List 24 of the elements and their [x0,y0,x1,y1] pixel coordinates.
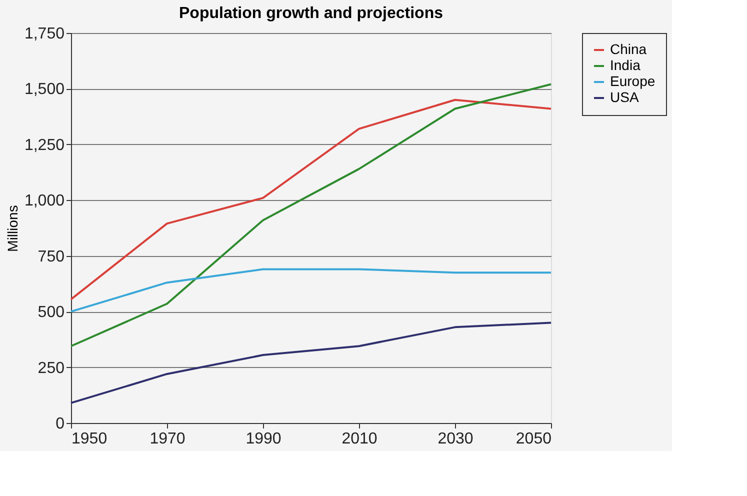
line-series [70,268,552,313]
y-tick-label: 500 [38,304,65,322]
x-tick-label: 1950 [72,430,108,448]
x-tick-label: 1990 [246,430,282,448]
line-series [70,322,552,404]
y-tick-label: 250 [38,360,65,377]
legend-label: Europe [610,73,656,89]
line-series [70,83,552,348]
x-tick-label: 2010 [342,430,378,448]
legend-label: USA [610,89,640,105]
legend-label: China [610,41,647,57]
y-tick-label: 1,250 [24,136,65,154]
x-tick-label: 2030 [438,430,474,448]
x-tick-label: 2050 [516,430,552,448]
y-tick-label: 1,750 [24,26,65,42]
y-tick-label: 750 [38,248,65,266]
legend-label: India [610,57,641,73]
y-axis-title: Millions [4,205,20,252]
y-tick-label: 1,000 [24,192,65,210]
y-tick-label: 1,500 [24,81,65,98]
chart-title: Population growth and projections [179,5,444,22]
x-tick-label: 1970 [150,430,186,448]
line-series [70,98,552,300]
y-tick-label: 0 [56,416,65,432]
